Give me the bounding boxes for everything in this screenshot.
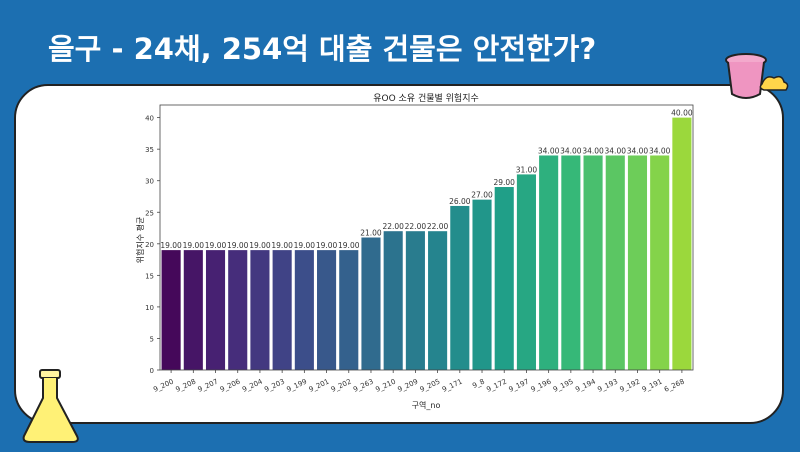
x-tick-label: 9_202: [330, 378, 353, 394]
x-tick-label: 9_195: [552, 378, 575, 394]
x-tick-label: 9_205: [419, 378, 442, 394]
data-label-9_207: 19.00: [205, 241, 227, 250]
bar-9_194: [583, 155, 603, 370]
bar-9_209: [405, 231, 425, 370]
data-label-9_206: 19.00: [227, 241, 249, 250]
x-tick-label: 9_204: [241, 377, 264, 393]
y-tick-label: 10: [145, 304, 154, 312]
x-tick-label: 9_194: [574, 377, 597, 393]
x-tick-label: 9_193: [596, 378, 619, 394]
x-tick-label: 9_172: [485, 378, 508, 394]
x-tick-label: 9_200: [152, 378, 175, 394]
y-tick-label: 20: [145, 241, 154, 249]
x-tick-label: 9_197: [508, 378, 531, 394]
bar-9_191: [650, 155, 670, 370]
data-label-9_210: 22.00: [382, 222, 404, 231]
y-tick-label: 0: [150, 367, 154, 375]
x-tick-label: 9_209: [397, 378, 420, 394]
x-tick-label: 9_201: [308, 378, 331, 394]
x-tick-label: 9_206: [219, 377, 242, 393]
data-label-9_194: 34.00: [582, 146, 604, 155]
bar-9_196: [539, 155, 559, 370]
bar-9_199: [294, 250, 314, 370]
data-label-9_196: 34.00: [538, 146, 560, 155]
y-tick-label: 40: [145, 115, 154, 123]
beaker-icon: [725, 53, 789, 99]
bar-9_201: [317, 250, 337, 370]
bar-9_200: [161, 250, 181, 370]
bar-9_8: [472, 199, 492, 370]
y-tick-label: 5: [150, 335, 154, 343]
x-tick-label: 9_203: [263, 378, 286, 394]
data-label-9_192: 34.00: [627, 146, 649, 155]
data-label-9_199: 19.00: [294, 241, 316, 250]
x-tick-label: 9_210: [374, 378, 397, 394]
x-tick-label: 9_171: [441, 378, 464, 394]
bar-9_202: [339, 250, 359, 370]
bar-9_210: [383, 231, 403, 370]
y-tick-label: 25: [145, 209, 154, 217]
y-tick-label: 35: [145, 146, 154, 154]
plot-frame: [159, 104, 694, 371]
x-tick-label: 9_191: [641, 378, 664, 394]
chart-title: 유OO 소유 건물별 위험지수: [373, 93, 479, 104]
flask-icon: [22, 369, 79, 443]
bar-9_208: [183, 250, 203, 370]
y-tick-label: 30: [145, 178, 154, 186]
y-axis-label: 위험지수 평균: [135, 217, 145, 264]
x-tick-label: 9_207: [197, 378, 220, 394]
data-label-9_200: 19.00: [160, 241, 182, 250]
data-label-9_193: 34.00: [605, 146, 627, 155]
data-label-9_8: 27.00: [471, 191, 493, 200]
bar-9_193: [605, 155, 625, 370]
bar-6_268: [672, 117, 692, 370]
bar-9_172: [494, 187, 514, 370]
x-tick-label: 9_8: [471, 378, 486, 391]
x-tick-label: 9_199: [285, 378, 308, 394]
data-label-9_191: 34.00: [649, 146, 671, 155]
x-tick-label: 9_208: [174, 378, 197, 394]
bar-9_197: [516, 174, 536, 370]
data-label-9_172: 29.00: [493, 178, 515, 187]
bar-9_207: [205, 250, 226, 370]
data-label-9_201: 19.00: [316, 241, 338, 250]
bar-9_192: [627, 155, 648, 370]
data-label-9_204: 19.00: [249, 241, 271, 250]
x-tick-label: 9_192: [619, 378, 642, 394]
x-axis-label: 구역_no: [412, 400, 441, 410]
x-tick-label: 6_268: [663, 378, 686, 394]
data-label-9_209: 22.00: [405, 222, 427, 231]
bar-9_204: [250, 250, 270, 370]
y-tick-label: 15: [145, 272, 154, 280]
slide-title: 을구 - 24채, 254억 대출 건물은 안전한가?: [48, 32, 597, 66]
data-label-9_205: 22.00: [427, 222, 449, 231]
bar-9_203: [272, 250, 292, 370]
bar-9_195: [561, 155, 581, 370]
data-label-9_202: 19.00: [338, 241, 360, 250]
data-label-9_203: 19.00: [271, 241, 293, 250]
data-label-9_263: 21.00: [360, 229, 382, 238]
x-tick-label: 9_263: [352, 378, 375, 394]
bar-9_263: [361, 237, 381, 370]
data-label-6_268: 40.00: [671, 109, 693, 118]
x-tick-label: 9_196: [530, 377, 553, 393]
data-label-9_195: 34.00: [560, 146, 582, 155]
data-label-9_171: 26.00: [449, 197, 471, 206]
bar-9_205: [428, 231, 448, 370]
data-label-9_208: 19.00: [183, 241, 205, 250]
bar-9_206: [228, 250, 248, 370]
bar-9_171: [450, 205, 470, 370]
data-label-9_197: 31.00: [516, 165, 538, 174]
